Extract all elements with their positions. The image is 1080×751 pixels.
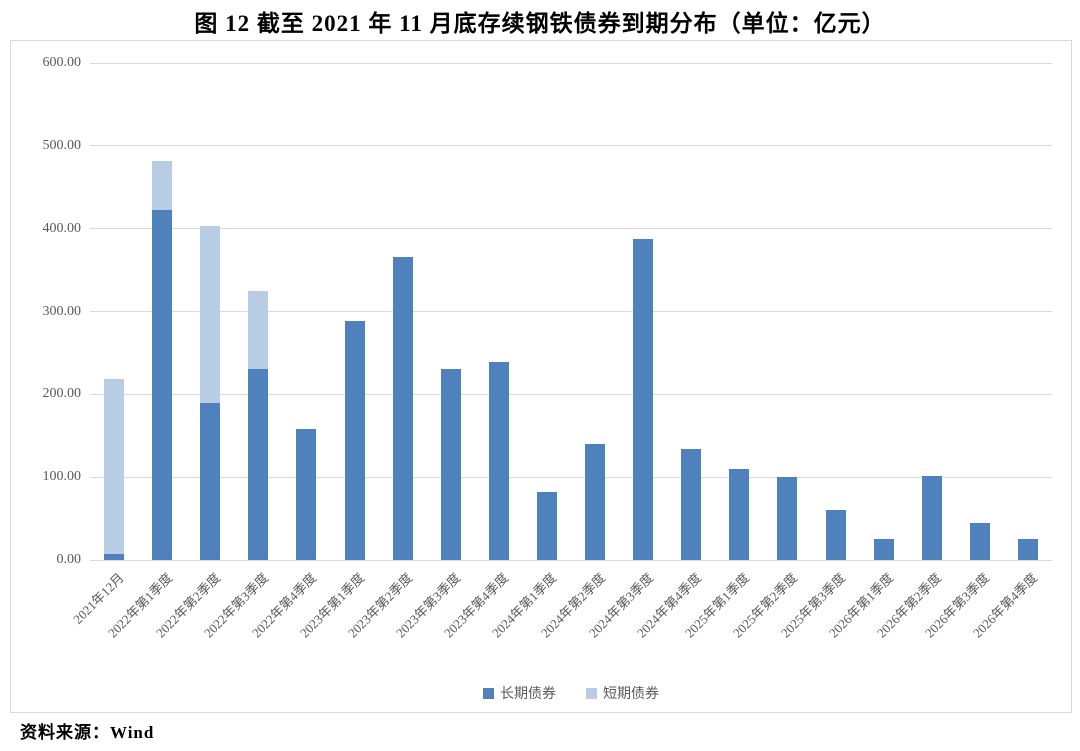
gridline xyxy=(90,393,1052,395)
bar-segment-long-term xyxy=(585,444,606,560)
y-axis-tick-label: 300.00 xyxy=(42,303,82,319)
bar-segment-long-term xyxy=(633,239,654,560)
legend-item-long-term: 长期债券 xyxy=(483,683,556,703)
bar-segment-long-term xyxy=(729,468,750,560)
bar-segment-long-term xyxy=(440,369,461,560)
bar-segment-long-term xyxy=(873,539,894,560)
legend-label: 短期债券 xyxy=(603,687,659,702)
bar-segment-long-term xyxy=(825,510,846,560)
figure-title: 图 12 截至 2021 年 11 月底存续钢铁债券到期分布（单位：亿元） xyxy=(194,11,886,36)
source-note: 资料来源：Wind xyxy=(20,723,155,742)
bar-segment-short-term xyxy=(200,226,221,404)
bar-segment-short-term xyxy=(152,160,173,210)
y-axis-tick-label: 100.00 xyxy=(42,469,82,485)
bar-segment-long-term xyxy=(152,209,173,560)
bar-segment-long-term xyxy=(296,429,317,560)
gridline xyxy=(90,228,1052,230)
gridline xyxy=(90,62,1052,64)
chart-area: 600.00 500.00 400.00 300.00 200.00 100.00 0.00… xyxy=(10,40,1072,713)
bar-segment-long-term xyxy=(200,403,221,560)
bar-segment-long-term xyxy=(248,368,269,560)
gridline xyxy=(90,311,1052,312)
x-axis-line xyxy=(90,559,1052,561)
y-axis-tick-label: 400.00 xyxy=(42,220,82,236)
y-axis-tick-label: 200.00 xyxy=(42,386,82,402)
gridline xyxy=(90,145,1052,147)
bar-segment-long-term xyxy=(921,475,942,560)
legend-label: 长期债券 xyxy=(500,687,556,702)
bar-segment-long-term xyxy=(536,492,557,560)
y-axis-tick-label: 0.00 xyxy=(56,552,82,567)
plot-area: 600.00 500.00 400.00 300.00 200.00 100.00 0.00… xyxy=(43,55,1052,640)
bar-segment-long-term xyxy=(969,522,990,560)
legend-item-short-term: 短期债券 xyxy=(586,683,659,703)
bar-segment-long-term xyxy=(777,477,798,560)
bar-segment-long-term xyxy=(344,321,365,560)
chart-legend: 长期债券 短期债券 xyxy=(90,683,1052,703)
bar-segment-short-term xyxy=(104,379,125,555)
bar-segment-long-term xyxy=(104,554,125,560)
y-axis-tick-label: 500.00 xyxy=(42,137,82,153)
y-axis-tick-label: 600.00 xyxy=(42,55,82,70)
bar-segment-long-term xyxy=(392,256,413,560)
bar-segment-long-term xyxy=(681,449,702,560)
legend-swatch-icon xyxy=(483,687,494,699)
bar-segment-long-term xyxy=(488,362,509,560)
gridline xyxy=(90,476,1052,478)
legend-swatch-icon xyxy=(586,687,597,699)
bar-segment-short-term xyxy=(248,290,269,369)
bar-segment-long-term xyxy=(1017,539,1038,560)
